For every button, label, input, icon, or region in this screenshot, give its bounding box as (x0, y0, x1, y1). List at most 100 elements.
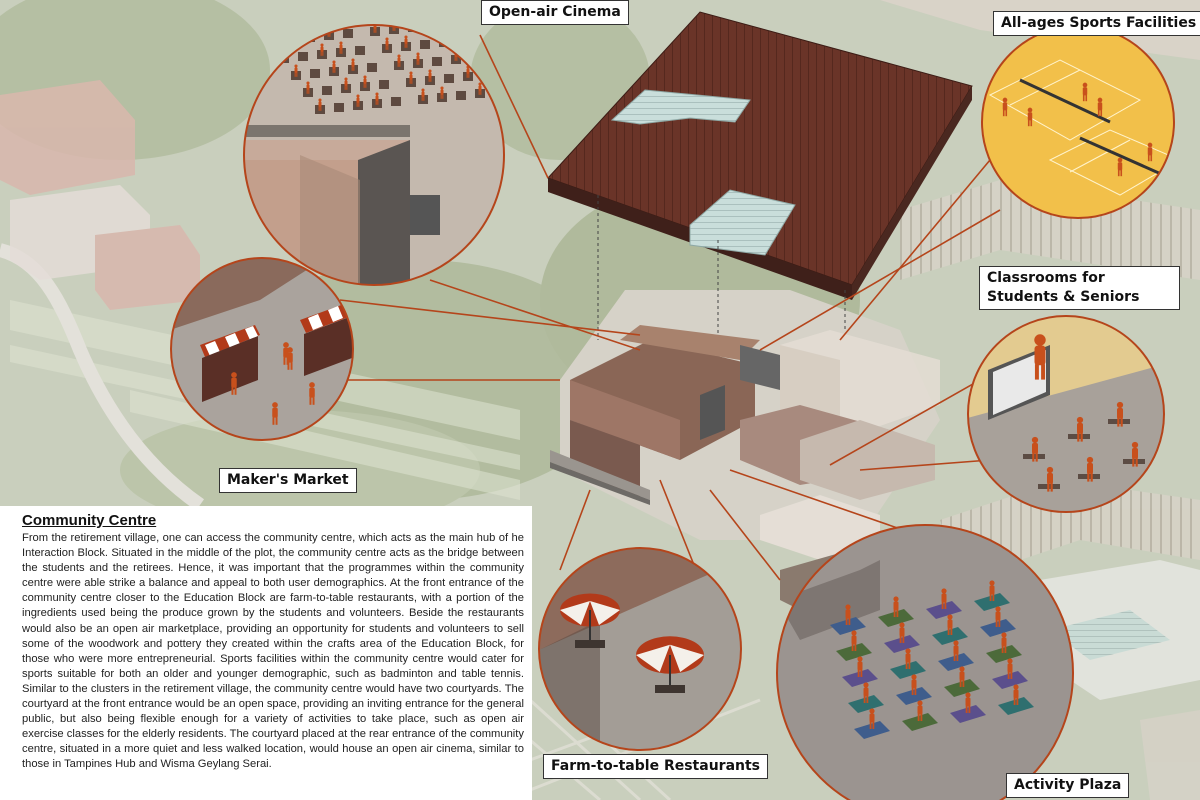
person-figure (344, 77, 348, 90)
cinema-seat (475, 82, 485, 98)
person-figure (1007, 658, 1013, 679)
person-figure (440, 86, 444, 99)
cinema-seat (310, 69, 320, 78)
person-figure (1097, 97, 1103, 117)
label-restaurants: Farm-to-table Restaurants (543, 754, 769, 779)
exercise-mat (932, 627, 968, 645)
cinema-seat (303, 81, 313, 97)
person-figure (1031, 436, 1039, 462)
person-figure (409, 71, 413, 84)
person-figure (911, 674, 917, 695)
person-figure (899, 622, 905, 643)
cinema-seat (391, 97, 401, 106)
person-figure (905, 648, 911, 669)
exercise-mat (980, 619, 1016, 637)
person-figure (294, 64, 298, 77)
exercise-mat (896, 687, 932, 705)
exercise-mat (992, 671, 1028, 689)
cinema-seat (394, 54, 404, 70)
cinema-seat (353, 94, 363, 110)
person-figure (857, 656, 863, 677)
person-figure (863, 682, 869, 703)
person-figure (363, 75, 367, 88)
restaurant-vignette (538, 547, 742, 751)
exercise-mat (842, 669, 878, 687)
person-figure (1013, 684, 1019, 705)
exercise-mat (944, 679, 980, 697)
person-figure (231, 372, 237, 395)
person-figure (421, 88, 425, 101)
cinema-seat (341, 77, 351, 93)
person-figure (965, 692, 971, 713)
cinema-seat (334, 103, 344, 112)
umbrella (636, 636, 704, 693)
description-panel: Community Centre From the retirement vil… (0, 506, 532, 800)
person-figure (318, 98, 322, 111)
cinema-seat (379, 80, 389, 89)
cinema-seat (355, 46, 365, 55)
cinema-seat (463, 65, 473, 81)
cinema-seat (315, 98, 325, 114)
cinema-seat (298, 52, 308, 61)
person-figure (416, 52, 420, 65)
exercise-mat (830, 617, 866, 635)
exercise-mat (878, 609, 914, 627)
cinema-seat (329, 60, 339, 76)
person-figure (959, 666, 965, 687)
person-figure (373, 25, 377, 33)
cinema-seat (322, 86, 332, 95)
description-body: From the retirement village, one can acc… (22, 532, 524, 771)
cinema-seat (360, 75, 370, 91)
person-figure (332, 60, 336, 73)
label-open-air-cinema: Open-air Cinema (481, 0, 629, 25)
sports-vignette (981, 25, 1175, 219)
person-figure (351, 58, 355, 71)
cinema-seat (348, 58, 358, 74)
exercise-mat (998, 697, 1034, 715)
community-centre-model (547, 11, 973, 620)
person-figure (947, 614, 953, 635)
exercise-mat (974, 593, 1010, 611)
person-figure (478, 82, 482, 95)
cinema-seat (437, 86, 447, 102)
person-figure (287, 347, 293, 370)
person-figure (1082, 82, 1088, 102)
person-figure (306, 81, 310, 94)
exercise-mat (986, 645, 1022, 663)
person-figure (851, 630, 857, 651)
person-figure (428, 69, 432, 82)
cinema-seat (291, 64, 301, 80)
exercise-mat (890, 661, 926, 679)
person-figure (1117, 157, 1123, 177)
person-figure (404, 35, 408, 48)
person-figure (1131, 441, 1139, 467)
person-figure (995, 606, 1001, 627)
person-figure (989, 580, 995, 601)
person-figure (845, 604, 851, 625)
person-figure (309, 382, 315, 405)
exercise-mat (836, 643, 872, 661)
exercise-mat (902, 713, 938, 731)
classroom-vignette (967, 315, 1165, 513)
cinema-seat (382, 37, 392, 53)
person-figure (941, 588, 947, 609)
person-figure (1147, 142, 1153, 162)
leader-lines (339, 34, 1001, 581)
person-figure (893, 596, 899, 617)
cinema-vignette (243, 24, 505, 286)
cinema-seat (401, 35, 411, 51)
person-figure (1116, 401, 1124, 427)
person-figure (320, 43, 324, 56)
market-stall (200, 325, 260, 402)
label-activity-plaza: Activity Plaza (1006, 773, 1130, 798)
person-figure (1034, 334, 1046, 380)
person-figure (466, 65, 470, 78)
cinema-seat (456, 91, 466, 100)
person-figure (1027, 107, 1033, 127)
cinema-seat (413, 52, 423, 68)
cinema-seat (336, 41, 346, 57)
person-figure (1076, 416, 1084, 442)
person-figure (917, 700, 923, 721)
label-makers-market: Maker's Market (219, 468, 357, 493)
